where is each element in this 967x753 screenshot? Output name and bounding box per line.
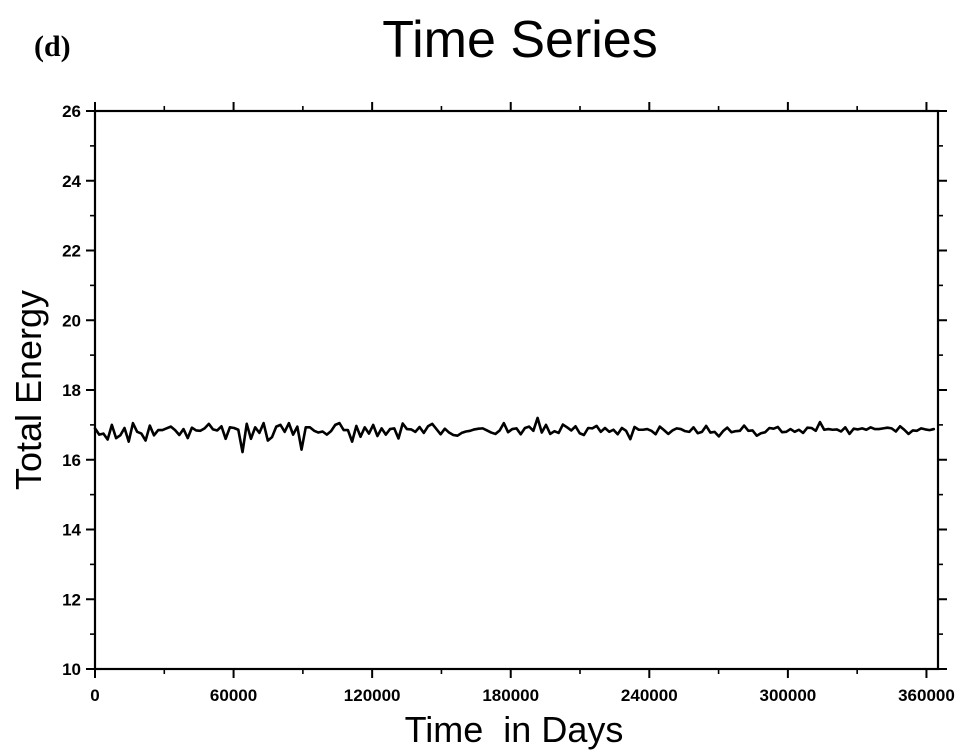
- series-line-total-energy: [93, 416, 936, 454]
- plot-area: [93, 416, 936, 454]
- y-tick-label: 12: [62, 590, 81, 609]
- y-tick-label: 24: [62, 172, 81, 191]
- x-tick-label: 240000: [621, 686, 678, 705]
- panel-label: (d): [34, 30, 71, 63]
- y-tick-label: 20: [62, 311, 81, 330]
- x-tick-label: 60000: [210, 686, 257, 705]
- y-tick-label: 16: [62, 451, 81, 470]
- x-tick-label: 0: [90, 686, 99, 705]
- axis-ticks: 0 60000 120000 180000 240000 300000 360000 10 12…: [62, 102, 955, 705]
- y-tick-label: 18: [62, 381, 81, 400]
- y-tick-label: 26: [62, 102, 81, 121]
- x-tick-label: 180000: [482, 686, 539, 705]
- y-tick-label: 10: [62, 660, 81, 679]
- x-axis-title: Time in Days: [405, 709, 624, 750]
- x-tick-label: 300000: [760, 686, 817, 705]
- x-tick-label: 360000: [898, 686, 955, 705]
- y-tick-label: 14: [62, 521, 81, 540]
- y-tick-label: 22: [62, 242, 81, 261]
- chart-title: Time Series: [382, 11, 657, 69]
- y-axis-title: Total Energy: [8, 290, 49, 490]
- x-tick-label: 120000: [344, 686, 401, 705]
- plot-frame: [93, 109, 940, 671]
